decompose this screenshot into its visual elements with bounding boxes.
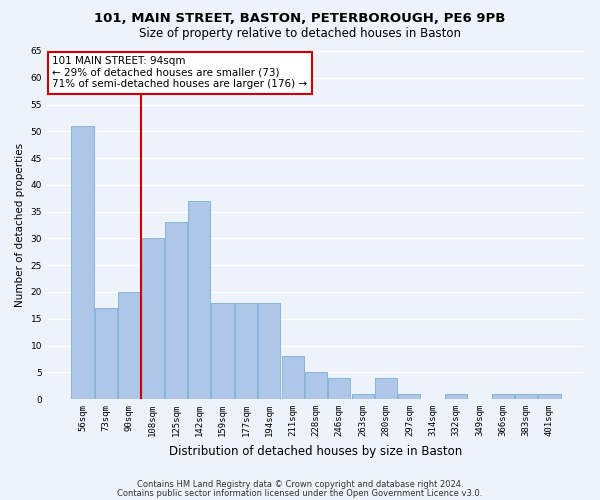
- Bar: [375, 378, 397, 399]
- Bar: [188, 201, 211, 399]
- Bar: [118, 292, 140, 399]
- Bar: [258, 302, 280, 399]
- Text: Size of property relative to detached houses in Baston: Size of property relative to detached ho…: [139, 28, 461, 40]
- Bar: [95, 308, 117, 399]
- Bar: [235, 302, 257, 399]
- Bar: [305, 372, 327, 399]
- Text: Contains public sector information licensed under the Open Government Licence v3: Contains public sector information licen…: [118, 488, 482, 498]
- Bar: [515, 394, 537, 399]
- Y-axis label: Number of detached properties: Number of detached properties: [15, 143, 25, 307]
- Bar: [71, 126, 94, 399]
- Bar: [211, 302, 233, 399]
- Bar: [445, 394, 467, 399]
- Bar: [165, 222, 187, 399]
- Bar: [538, 394, 560, 399]
- Bar: [352, 394, 374, 399]
- Bar: [491, 394, 514, 399]
- Bar: [142, 238, 164, 399]
- Text: 101 MAIN STREET: 94sqm
← 29% of detached houses are smaller (73)
71% of semi-det: 101 MAIN STREET: 94sqm ← 29% of detached…: [52, 56, 307, 90]
- X-axis label: Distribution of detached houses by size in Baston: Distribution of detached houses by size …: [169, 444, 463, 458]
- Text: 101, MAIN STREET, BASTON, PETERBOROUGH, PE6 9PB: 101, MAIN STREET, BASTON, PETERBOROUGH, …: [94, 12, 506, 26]
- Bar: [328, 378, 350, 399]
- Bar: [281, 356, 304, 399]
- Text: Contains HM Land Registry data © Crown copyright and database right 2024.: Contains HM Land Registry data © Crown c…: [137, 480, 463, 489]
- Bar: [398, 394, 421, 399]
